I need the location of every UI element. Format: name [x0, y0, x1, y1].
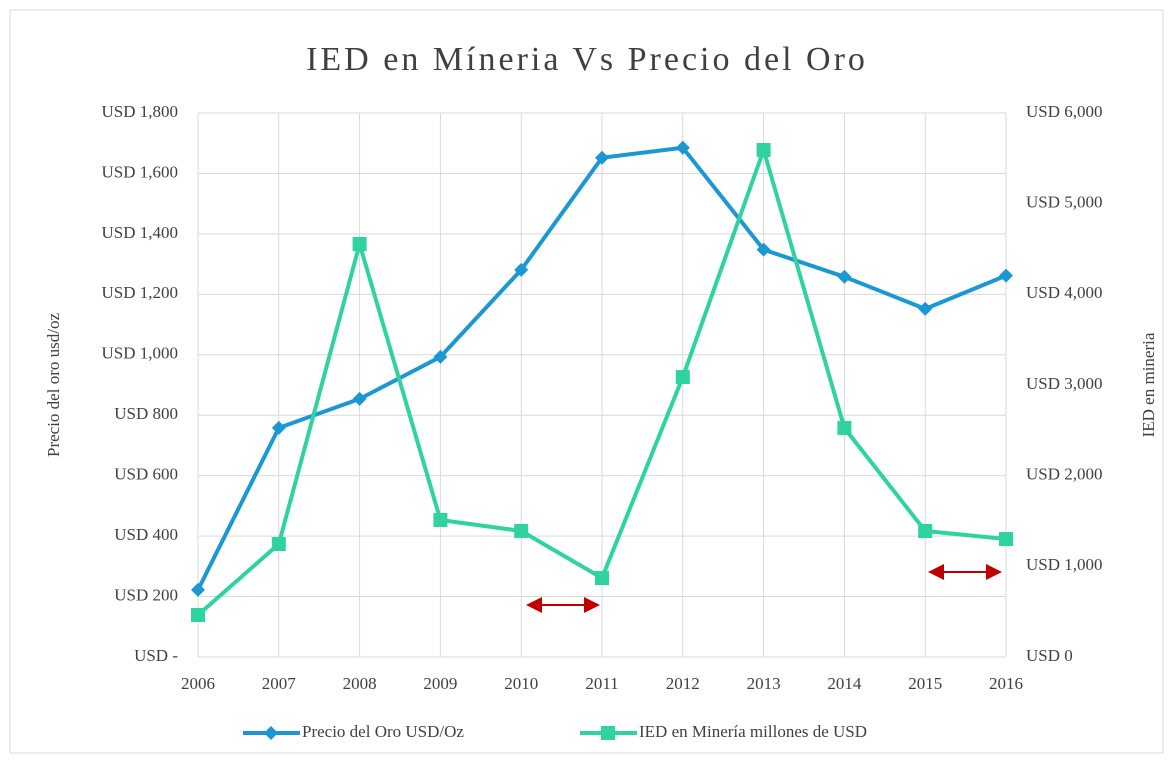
- grid: [197, 112, 1007, 658]
- marker: [756, 242, 771, 257]
- marker: [999, 268, 1013, 283]
- series: [191, 142, 1013, 623]
- marker: [999, 532, 1013, 547]
- marker: [191, 608, 205, 623]
- y-axis-title: Precio del oro usd/oz: [44, 313, 63, 457]
- y-tick-label: USD 600: [114, 465, 178, 484]
- legend-item: Precio del Oro USD/Oz: [243, 722, 464, 741]
- y-tick-label: USD 800: [114, 404, 178, 423]
- y2-tick-label: USD 3,000: [1026, 374, 1103, 393]
- y-tick-label: USD 1,400: [101, 223, 178, 242]
- series: [191, 140, 1013, 597]
- marker: [675, 370, 690, 385]
- x-tick-label: 2010: [504, 674, 538, 693]
- y2-axis-title: IED en mineria: [1139, 332, 1158, 437]
- marker: [756, 142, 771, 157]
- marker: [271, 420, 286, 435]
- marker: [514, 262, 529, 277]
- y2-tick-label: USD 6,000: [1026, 102, 1103, 121]
- y-tick-label: USD -: [134, 646, 178, 665]
- x-tick-label: 2009: [423, 674, 457, 693]
- y2-tick-label: USD 0: [1026, 646, 1073, 665]
- x-tick-label: 2016: [989, 674, 1023, 693]
- x-tick-label: 2013: [747, 674, 781, 693]
- x-tick-label: 2015: [908, 674, 942, 693]
- legend-item: IED en Minería millones de USD: [580, 722, 867, 741]
- y2-tick-label: USD 5,000: [1026, 193, 1103, 212]
- marker: [837, 420, 852, 435]
- y-tick-label: USD 200: [114, 585, 178, 604]
- marker: [918, 301, 933, 316]
- marker: [433, 349, 448, 364]
- marker: [918, 523, 933, 538]
- marker: [837, 269, 852, 284]
- y2-tick-label: USD 4,000: [1026, 283, 1103, 302]
- x-tick-label: 2008: [343, 674, 377, 693]
- marker: [595, 150, 609, 165]
- marker: [675, 140, 690, 155]
- marker: [352, 237, 367, 252]
- x-tick-label: 2007: [262, 674, 297, 693]
- marker: [595, 571, 609, 586]
- marker: [514, 523, 529, 538]
- legend-label: IED en Minería millones de USD: [639, 722, 867, 741]
- marker: [271, 537, 286, 552]
- y-tick-label: USD 1,000: [101, 344, 178, 363]
- marker: [433, 513, 448, 528]
- x-tick-label: 2006: [181, 674, 215, 693]
- legend-label: Precio del Oro USD/Oz: [302, 722, 464, 741]
- y-tick-label: USD 1,200: [101, 283, 178, 302]
- marker: [601, 726, 615, 740]
- y-tick-label: USD 400: [114, 525, 178, 544]
- y2-tick-label: USD 1,000: [1026, 555, 1103, 574]
- marker: [191, 582, 205, 597]
- chart-frame: [9, 9, 1164, 754]
- marker: [264, 726, 278, 740]
- chart-title: IED en Míneria Vs Precio del Oro: [306, 41, 868, 78]
- x-tick-label: 2012: [666, 674, 700, 693]
- x-tick-label: 2014: [827, 674, 862, 693]
- y-tick-label: USD 1,600: [101, 162, 178, 181]
- marker: [352, 391, 367, 406]
- y-tick-label: USD 1,800: [101, 102, 178, 121]
- y2-tick-label: USD 2,000: [1026, 465, 1103, 484]
- x-tick-label: 2011: [585, 674, 618, 693]
